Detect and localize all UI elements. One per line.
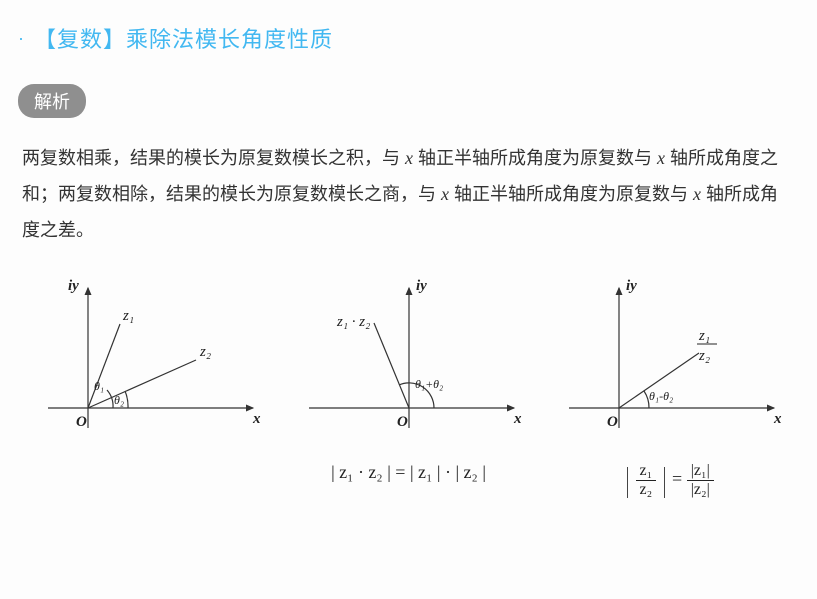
body-frag: 两复数相乘，结果的模长为原复数模长之积，与 xyxy=(22,148,405,168)
diagram-1-svg: iy x O z₁ z₂ θ₁ θ₂ xyxy=(28,278,268,448)
page-title: 【复数】乘除法模长角度性质 xyxy=(34,22,333,54)
prod-label: z₁ · z₂ xyxy=(336,314,370,330)
title-row: · 【复数】乘除法模长角度性质 xyxy=(18,22,799,54)
eq-sign: = xyxy=(672,469,687,489)
body-frag: 轴正半轴所成角度为原复数与 xyxy=(449,184,693,204)
z1-label: z₁ xyxy=(122,308,134,324)
axis-x-label: x xyxy=(773,411,782,427)
quot-num: z₁ xyxy=(698,328,710,344)
var-x: x xyxy=(405,148,413,168)
angle-diff-label: θ₁-θ₂ xyxy=(649,389,673,403)
var-x: x xyxy=(657,148,665,168)
formula-quotient: | z₁ z₂ | = |z₁| |z₂| xyxy=(624,462,714,499)
f-frag: · z xyxy=(353,462,376,482)
frac-den: z₂ xyxy=(636,481,657,499)
diagram-3: iy x O z₁ z₂ θ₁-θ₂ | z₁ z₂ | = |z₁| |z₂| xyxy=(549,278,789,499)
quot-den: z₂ xyxy=(698,348,710,364)
frac-right: |z₁| |z₂| xyxy=(687,462,714,499)
angle-sum-label: θ₁+θ₂ xyxy=(415,377,443,391)
axis-y-label: iy xyxy=(626,278,637,294)
diagram-2: iy x O z₁ · z₂ θ₁+θ₂ | z₁ · z₂ | = | z₁ … xyxy=(289,278,529,483)
diagram-2-svg: iy x O z₁ · z₂ θ₁+θ₂ xyxy=(289,278,529,448)
var-x: x xyxy=(441,184,449,204)
abs-bar: | xyxy=(626,464,629,498)
body-frag: 轴正半轴所成角度为原复数与 xyxy=(413,148,657,168)
frac-num: z₁ xyxy=(636,462,657,481)
abs-bar: | xyxy=(662,464,665,498)
frac-num: |z₁| xyxy=(687,462,714,481)
axis-x-label: x xyxy=(252,411,261,427)
theta2-label: θ₂ xyxy=(114,393,124,407)
explanation-text: 两复数相乘，结果的模长为原复数模长之积，与 x 轴正半轴所成角度为原复数与 x … xyxy=(18,140,799,248)
title-bullet: · xyxy=(18,29,24,47)
origin-label: O xyxy=(76,414,87,430)
axis-y-label: iy xyxy=(416,278,427,294)
var-x: x xyxy=(693,184,701,204)
frac-den: |z₂| xyxy=(687,481,714,499)
f-frag: | = | z xyxy=(383,462,426,482)
axis-x-label: x xyxy=(513,411,522,427)
theta1-label: θ₁ xyxy=(94,379,104,393)
f-frag: | · | z xyxy=(432,462,471,482)
z2-label: z₂ xyxy=(199,344,211,360)
diagram-3-svg: iy x O z₁ z₂ θ₁-θ₂ xyxy=(549,278,789,448)
origin-label: O xyxy=(607,414,618,430)
frac-left: z₁ z₂ xyxy=(636,462,657,499)
diagrams-row: iy x O z₁ z₂ θ₁ θ₂ xyxy=(18,278,799,499)
origin-label: O xyxy=(397,414,408,430)
f-frag: | z xyxy=(331,462,347,482)
section-pill: 解析 xyxy=(18,84,86,118)
axis-y-label: iy xyxy=(68,278,79,294)
formula-product: | z₁ · z₂ | = | z₁ | · | z₂ | xyxy=(331,462,486,483)
f-frag: | xyxy=(478,462,486,482)
diagram-1: iy x O z₁ z₂ θ₁ θ₂ xyxy=(28,278,268,448)
